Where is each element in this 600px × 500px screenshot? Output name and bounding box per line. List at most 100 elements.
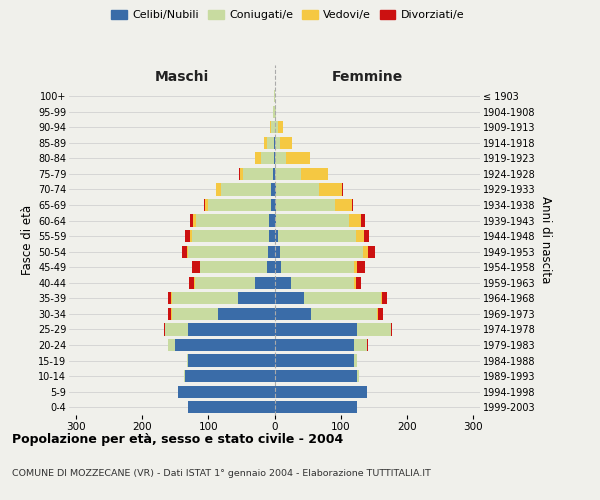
- Bar: [274, 136, 275, 149]
- Bar: [168, 292, 171, 304]
- Bar: [367, 339, 368, 351]
- Bar: [271, 184, 275, 196]
- Bar: [276, 106, 277, 118]
- Bar: [184, 370, 185, 382]
- Bar: [190, 214, 193, 226]
- Bar: [368, 246, 374, 258]
- Bar: [286, 152, 310, 164]
- Bar: [378, 308, 383, 320]
- Text: Femmine: Femmine: [331, 70, 403, 84]
- Bar: [172, 308, 218, 320]
- Bar: [169, 339, 175, 351]
- Bar: [191, 261, 200, 274]
- Bar: [255, 152, 260, 164]
- Text: Maschi: Maschi: [155, 70, 209, 84]
- Bar: [275, 168, 301, 180]
- Bar: [358, 261, 365, 274]
- Bar: [175, 339, 275, 351]
- Bar: [268, 246, 275, 258]
- Bar: [356, 230, 364, 242]
- Bar: [352, 199, 353, 211]
- Bar: [275, 308, 311, 320]
- Bar: [275, 184, 276, 196]
- Bar: [188, 246, 268, 258]
- Bar: [271, 199, 275, 211]
- Bar: [311, 308, 377, 320]
- Bar: [187, 354, 188, 366]
- Bar: [188, 401, 275, 413]
- Bar: [391, 324, 392, 336]
- Bar: [266, 261, 275, 274]
- Bar: [215, 184, 216, 196]
- Bar: [205, 199, 208, 211]
- Bar: [269, 230, 275, 242]
- Bar: [171, 308, 172, 320]
- Bar: [276, 199, 335, 211]
- Bar: [275, 401, 358, 413]
- Bar: [221, 184, 271, 196]
- Bar: [270, 121, 271, 134]
- Bar: [380, 292, 382, 304]
- Bar: [185, 370, 275, 382]
- Bar: [280, 246, 362, 258]
- Bar: [275, 199, 276, 211]
- Bar: [254, 276, 275, 289]
- Bar: [182, 246, 187, 258]
- Bar: [168, 308, 171, 320]
- Bar: [275, 136, 280, 149]
- Bar: [200, 261, 266, 274]
- Bar: [193, 230, 269, 242]
- Y-axis label: Fasce di età: Fasce di età: [20, 205, 34, 275]
- Bar: [195, 276, 254, 289]
- Bar: [275, 324, 358, 336]
- Bar: [273, 168, 275, 180]
- Bar: [281, 261, 354, 274]
- Bar: [188, 354, 275, 366]
- Bar: [260, 152, 274, 164]
- Bar: [164, 324, 165, 336]
- Bar: [275, 276, 291, 289]
- Bar: [278, 121, 283, 134]
- Bar: [165, 324, 188, 336]
- Bar: [218, 308, 275, 320]
- Bar: [356, 276, 361, 289]
- Bar: [280, 136, 292, 149]
- Bar: [275, 214, 277, 226]
- Bar: [275, 246, 280, 258]
- Bar: [276, 184, 319, 196]
- Bar: [187, 246, 188, 258]
- Bar: [377, 308, 378, 320]
- Bar: [216, 184, 221, 196]
- Bar: [273, 106, 275, 118]
- Text: Popolazione per età, sesso e stato civile - 2004: Popolazione per età, sesso e stato civil…: [12, 432, 343, 446]
- Bar: [304, 292, 380, 304]
- Bar: [185, 230, 190, 242]
- Legend: Celibi/Nubili, Coniugati/e, Vedovi/e, Divorziati/e: Celibi/Nubili, Coniugati/e, Vedovi/e, Di…: [107, 6, 469, 25]
- Bar: [354, 261, 358, 274]
- Bar: [275, 354, 354, 366]
- Bar: [275, 370, 358, 382]
- Bar: [361, 214, 365, 226]
- Bar: [358, 324, 391, 336]
- Bar: [172, 292, 238, 304]
- Bar: [275, 152, 286, 164]
- Bar: [277, 214, 349, 226]
- Bar: [267, 136, 274, 149]
- Bar: [354, 354, 358, 366]
- Bar: [193, 214, 196, 226]
- Bar: [208, 199, 271, 211]
- Bar: [190, 230, 193, 242]
- Bar: [238, 292, 275, 304]
- Y-axis label: Anni di nascita: Anni di nascita: [539, 196, 552, 284]
- Bar: [264, 136, 267, 149]
- Bar: [274, 152, 275, 164]
- Bar: [188, 324, 275, 336]
- Bar: [291, 276, 354, 289]
- Bar: [354, 339, 367, 351]
- Bar: [275, 261, 281, 274]
- Bar: [335, 199, 352, 211]
- Bar: [189, 276, 194, 289]
- Bar: [275, 292, 304, 304]
- Bar: [196, 214, 269, 226]
- Bar: [275, 106, 276, 118]
